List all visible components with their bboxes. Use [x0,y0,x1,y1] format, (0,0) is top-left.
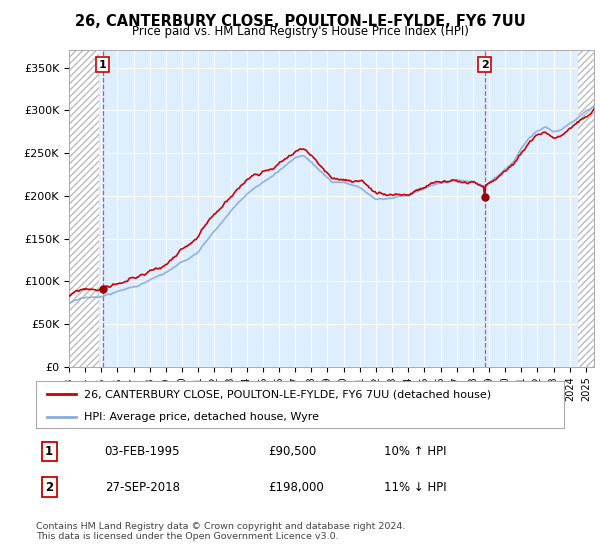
Text: 10% ↑ HPI: 10% ↑ HPI [385,445,447,458]
Text: HPI: Average price, detached house, Wyre: HPI: Average price, detached house, Wyre [83,412,319,422]
Text: 27-SEP-2018: 27-SEP-2018 [104,480,179,494]
Text: 2: 2 [481,59,488,69]
Text: 26, CANTERBURY CLOSE, POULTON-LE-FYLDE, FY6 7UU: 26, CANTERBURY CLOSE, POULTON-LE-FYLDE, … [74,14,526,29]
Text: Contains HM Land Registry data © Crown copyright and database right 2024.
This d: Contains HM Land Registry data © Crown c… [36,522,406,542]
Text: 11% ↓ HPI: 11% ↓ HPI [385,480,447,494]
Text: Price paid vs. HM Land Registry's House Price Index (HPI): Price paid vs. HM Land Registry's House … [131,25,469,38]
Text: 2: 2 [45,480,53,494]
Bar [578,50,594,367]
Text: £198,000: £198,000 [268,480,324,494]
Text: 1: 1 [99,59,107,69]
Text: 1: 1 [45,445,53,458]
Text: £90,500: £90,500 [268,445,317,458]
Bar [69,50,98,367]
Text: 26, CANTERBURY CLOSE, POULTON-LE-FYLDE, FY6 7UU (detached house): 26, CANTERBURY CLOSE, POULTON-LE-FYLDE, … [83,389,491,399]
Text: 03-FEB-1995: 03-FEB-1995 [104,445,180,458]
